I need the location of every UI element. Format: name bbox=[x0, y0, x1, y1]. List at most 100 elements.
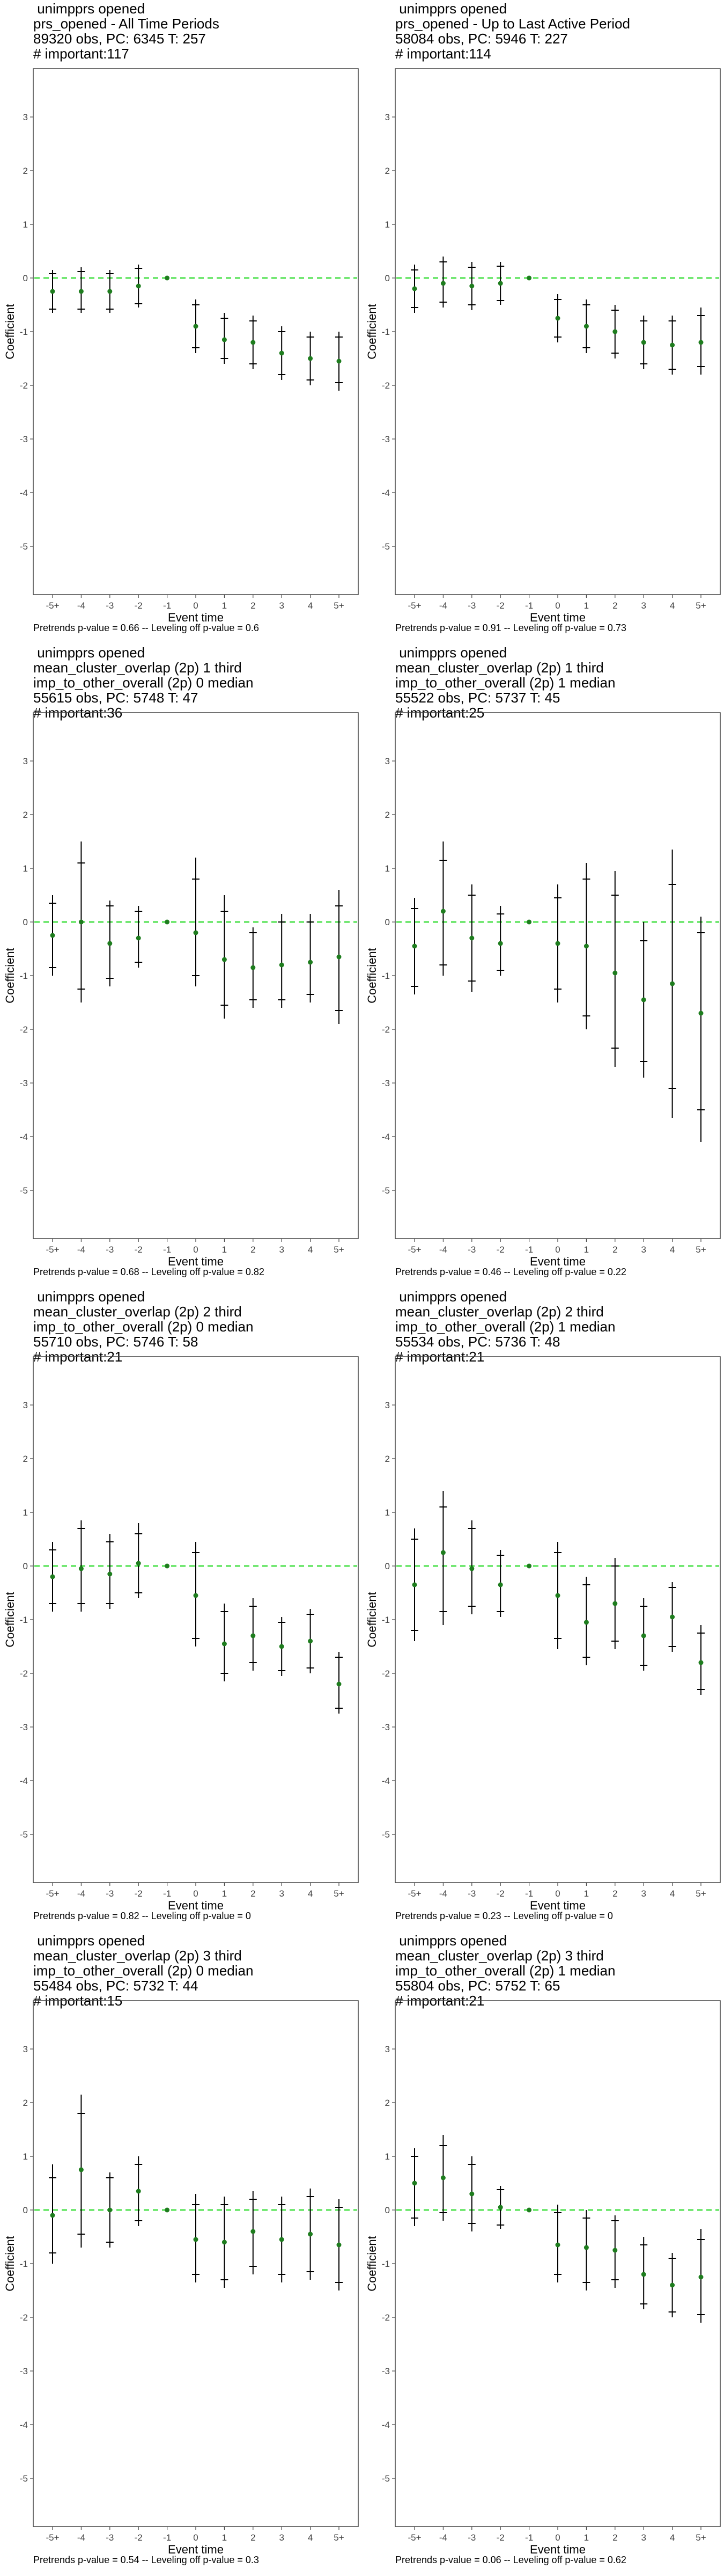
chart-title-line: mean_cluster_overlap (2p) 1 third bbox=[395, 660, 604, 676]
chart-title-line: 55615 obs, PC: 5748 T: 47 bbox=[33, 690, 198, 706]
coefficient-point bbox=[50, 933, 55, 938]
x-tick-label: 1 bbox=[222, 2533, 227, 2543]
y-tick-label: 1 bbox=[385, 2151, 390, 2162]
coefficient-point bbox=[308, 960, 313, 965]
coefficient-point bbox=[336, 2242, 342, 2248]
x-tick-label: 4 bbox=[308, 1889, 313, 1899]
y-tick-label: -4 bbox=[20, 488, 28, 498]
x-tick-label: -4 bbox=[77, 1245, 85, 1255]
coefficient-point bbox=[279, 2237, 284, 2242]
pvalue-footer: Pretrends p-value = 0.91 -- Leveling off… bbox=[395, 623, 626, 633]
x-tick-label: -3 bbox=[106, 2533, 114, 2543]
x-tick-label: 0 bbox=[555, 2533, 560, 2543]
x-tick-label: -2 bbox=[135, 1245, 143, 1255]
chart-plot: 3 2 1 0 -1 -2 -3 -4 -5 -5+ -4 -3 -2 -1 0 1 2 3 4 5+ Event ti… bbox=[3, 712, 359, 1268]
coefficient-point bbox=[527, 275, 532, 281]
coefficient-point bbox=[221, 1641, 227, 1646]
coefficient-point bbox=[136, 1561, 141, 1566]
coefficient-point bbox=[250, 1633, 256, 1638]
y-tick-label: -3 bbox=[382, 1722, 390, 1732]
coefficient-point bbox=[78, 919, 84, 925]
coefficient-point bbox=[469, 2191, 475, 2197]
x-axis-label: Event time bbox=[168, 611, 224, 624]
coefficient-point bbox=[136, 935, 141, 941]
coefficient-point bbox=[308, 356, 313, 361]
coefficient-point bbox=[336, 358, 342, 364]
y-tick-label: 3 bbox=[23, 1400, 28, 1410]
coefficient-point bbox=[698, 1011, 704, 1016]
y-tick-label: -3 bbox=[382, 434, 390, 444]
coefficient-point bbox=[641, 997, 646, 1002]
y-tick-label: -4 bbox=[20, 1776, 28, 1786]
coefficient-point bbox=[107, 1571, 113, 1577]
y-tick-label: -1 bbox=[20, 1615, 28, 1625]
x-tick-label: -2 bbox=[497, 2533, 505, 2543]
chart-title-line: # important:114 bbox=[395, 46, 491, 62]
x-tick-label: 5+ bbox=[334, 1245, 344, 1255]
y-tick-label: 0 bbox=[23, 917, 28, 927]
x-tick-label: -5+ bbox=[408, 2533, 421, 2543]
coefficient-point bbox=[583, 324, 589, 329]
coefficient-point bbox=[50, 1574, 55, 1579]
pvalue-footer: Pretrends p-value = 0.68 -- Leveling off… bbox=[33, 1267, 264, 1277]
chart-plot: 3 2 1 0 -1 -2 -3 -4 -5 -5+ -4 -3 -2 -1 0 1 2 3 4 5+ Event ti… bbox=[3, 2000, 359, 2556]
y-tick-label: -1 bbox=[20, 2259, 28, 2269]
x-tick-label: 5+ bbox=[696, 1245, 706, 1255]
coefficient-point bbox=[498, 281, 503, 286]
pvalue-footer: Pretrends p-value = 0.82 -- Leveling off… bbox=[33, 1911, 251, 1921]
chart-title-line: # important:117 bbox=[33, 46, 129, 62]
x-tick-label: -5+ bbox=[408, 1245, 421, 1255]
coefficient-point bbox=[555, 2242, 560, 2248]
chart-title-line: imp_to_other_overall (2p) 1 median bbox=[395, 1319, 616, 1335]
y-tick-label: 3 bbox=[23, 756, 28, 766]
y-tick-label: -2 bbox=[382, 1024, 390, 1035]
chart-title-line: imp_to_other_overall (2p) 1 median bbox=[395, 675, 616, 691]
coefficient-point bbox=[469, 283, 475, 289]
coefficient-point bbox=[193, 324, 198, 329]
x-tick-label: 4 bbox=[308, 1245, 313, 1255]
chart-title-line: mean_cluster_overlap (2p) 3 third bbox=[33, 1948, 242, 1964]
coefficient-point bbox=[107, 941, 113, 946]
y-tick-label: -4 bbox=[382, 488, 390, 498]
y-tick-label: -5 bbox=[382, 2473, 390, 2484]
y-tick-label: 0 bbox=[23, 273, 28, 283]
x-tick-label: 2 bbox=[250, 2533, 255, 2543]
x-tick-label: -1 bbox=[525, 601, 533, 611]
chart-title-line: unimpprs opened bbox=[33, 1289, 145, 1305]
coefficient-point bbox=[469, 1566, 475, 1571]
y-tick-label: -1 bbox=[382, 1615, 390, 1625]
coefficient-point bbox=[498, 2205, 503, 2210]
y-axis-label: Coefficient bbox=[3, 304, 17, 360]
coefficient-point bbox=[279, 1644, 284, 1649]
y-tick-label: 1 bbox=[385, 219, 390, 230]
x-tick-label: 5+ bbox=[696, 2533, 706, 2543]
x-tick-label: 4 bbox=[670, 1889, 675, 1899]
x-tick-label: 0 bbox=[193, 601, 198, 611]
y-tick-label: -2 bbox=[382, 2312, 390, 2323]
coefficient-point bbox=[612, 329, 618, 334]
chart-plot: 3 2 1 0 -1 -2 -3 -4 -5 -5+ -4 -3 -2 -1 0 1 2 3 4 5+ Event ti… bbox=[365, 2000, 721, 2556]
y-tick-label: 1 bbox=[23, 1507, 28, 1518]
coefficient-point bbox=[250, 340, 256, 345]
chart-title-line: prs_opened - All Time Periods bbox=[33, 16, 219, 32]
chart-title-line: unimpprs opened bbox=[33, 1933, 145, 1949]
y-axis-label: Coefficient bbox=[365, 304, 379, 360]
coefficient-point bbox=[498, 941, 503, 946]
chart-title-line: mean_cluster_overlap (2p) 1 third bbox=[33, 660, 242, 676]
y-tick-label: -1 bbox=[20, 327, 28, 337]
x-tick-label: -1 bbox=[163, 601, 171, 611]
chart-plot: 3 2 1 0 -1 -2 -3 -4 -5 -5+ -4 -3 -2 -1 0 1 2 3 4 5+ Event ti… bbox=[365, 712, 721, 1268]
x-tick-label: -5+ bbox=[408, 1889, 421, 1899]
x-tick-label: -4 bbox=[77, 601, 85, 611]
x-tick-label: 3 bbox=[641, 1889, 646, 1899]
coefficient-point bbox=[641, 1633, 646, 1638]
y-tick-label: -2 bbox=[20, 1668, 28, 1679]
y-tick-label: -5 bbox=[20, 1185, 28, 1196]
y-tick-label: -3 bbox=[20, 1722, 28, 1732]
chart-title-line: unimpprs opened bbox=[395, 645, 507, 661]
x-tick-label: -1 bbox=[525, 1889, 533, 1899]
event-study-panel: unimpprs opened mean_cluster_overlap (2p)… bbox=[362, 644, 724, 1288]
y-tick-label: 1 bbox=[23, 2151, 28, 2162]
x-tick-label: -5+ bbox=[408, 601, 421, 611]
coefficient-point bbox=[165, 2207, 170, 2213]
